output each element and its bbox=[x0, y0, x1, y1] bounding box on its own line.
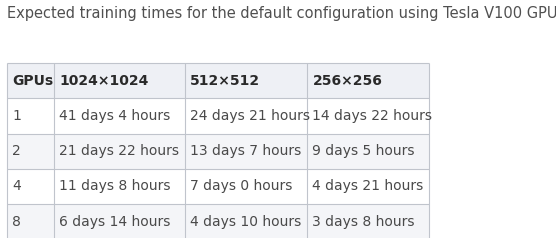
Bar bbox=[7, 169, 429, 204]
Text: 9 days 5 hours: 9 days 5 hours bbox=[312, 144, 415, 158]
Text: 7 days 0 hours: 7 days 0 hours bbox=[190, 179, 292, 193]
Text: 2: 2 bbox=[12, 144, 21, 158]
Text: 4 days 10 hours: 4 days 10 hours bbox=[190, 215, 301, 228]
Text: 1024×1024: 1024×1024 bbox=[59, 74, 149, 88]
Bar bbox=[7, 98, 429, 134]
Text: 14 days 22 hours: 14 days 22 hours bbox=[312, 109, 433, 123]
Text: Expected training times for the default configuration using Tesla V100 GPUs:: Expected training times for the default … bbox=[7, 6, 556, 21]
Text: 256×256: 256×256 bbox=[312, 74, 383, 88]
Text: 6 days 14 hours: 6 days 14 hours bbox=[59, 215, 171, 228]
Text: 21 days 22 hours: 21 days 22 hours bbox=[59, 144, 180, 158]
Text: 4 days 21 hours: 4 days 21 hours bbox=[312, 179, 424, 193]
Text: 512×512: 512×512 bbox=[190, 74, 260, 88]
Bar bbox=[7, 63, 429, 98]
Bar bbox=[7, 134, 429, 169]
Text: 3 days 8 hours: 3 days 8 hours bbox=[312, 215, 415, 228]
Text: 41 days 4 hours: 41 days 4 hours bbox=[59, 109, 171, 123]
Text: GPUs: GPUs bbox=[12, 74, 53, 88]
Text: 1: 1 bbox=[12, 109, 21, 123]
Text: 24 days 21 hours: 24 days 21 hours bbox=[190, 109, 310, 123]
Text: 8: 8 bbox=[12, 215, 21, 228]
Text: 13 days 7 hours: 13 days 7 hours bbox=[190, 144, 301, 158]
Text: 4: 4 bbox=[12, 179, 21, 193]
Bar bbox=[7, 204, 429, 238]
Text: 11 days 8 hours: 11 days 8 hours bbox=[59, 179, 171, 193]
